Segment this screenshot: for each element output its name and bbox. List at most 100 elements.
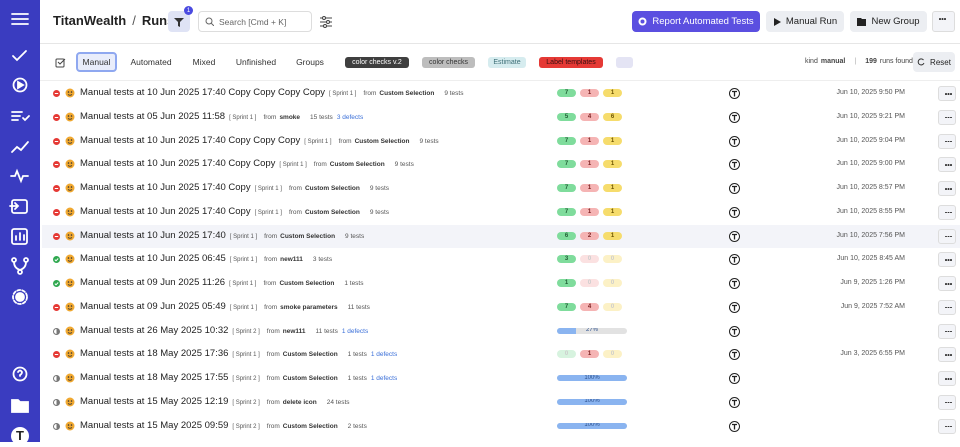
run-row[interactable]: Manual tests at 10 Jun 2025 17:40 Copy C… [42, 153, 960, 176]
run-row[interactable]: Manual tests at 10 Jun 2025 17:40 Copy C… [42, 82, 960, 105]
run-row[interactable]: Manual tests at 10 Jun 2025 06:45 [ Spri… [42, 248, 960, 271]
tab[interactable]: Groups [296, 57, 324, 67]
type-icon [65, 373, 75, 383]
run-title[interactable]: Manual tests at 10 Jun 2025 17:40 Copy C… [80, 134, 301, 146]
row-menu[interactable] [938, 157, 956, 173]
row-menu[interactable] [938, 276, 956, 291]
row-menu[interactable] [938, 228, 956, 244]
run-title[interactable]: Manual tests at 10 Jun 2025 06:45 [80, 253, 226, 265]
run-title[interactable]: Manual tests at 15 May 2025 12:19 [80, 395, 229, 407]
tag[interactable]: color checks [422, 57, 475, 68]
row-menu[interactable] [938, 299, 956, 315]
defects[interactable]: 1 defects [370, 351, 398, 359]
count-pill: 0 [603, 255, 622, 264]
row-menu[interactable] [938, 347, 956, 363]
run-title[interactable]: Manual tests at 15 May 2025 09:59 [80, 419, 229, 431]
page-title: Runs [141, 13, 175, 28]
manual-run-button[interactable]: Manual Run [766, 11, 844, 32]
run-title[interactable]: Manual tests at 10 Jun 2025 17:40 Copy C… [80, 158, 276, 170]
row-menu[interactable] [938, 394, 956, 410]
label: Report Automated Tests [652, 16, 754, 27]
row-menu[interactable] [938, 418, 956, 434]
row-menu[interactable] [938, 109, 956, 125]
run-row[interactable]: Manual tests at 10 Jun 2025 17:40 Copy C… [42, 130, 960, 153]
select-icon[interactable] [55, 57, 66, 68]
count-pill: 1 [603, 89, 622, 97]
more-tags[interactable] [616, 57, 633, 68]
tab[interactable]: Mixed [192, 57, 216, 67]
run-title[interactable]: Manual tests at 09 Jun 2025 11:26 [80, 277, 226, 288]
run-row[interactable]: Manual tests at 09 Jun 2025 11:26 [ Spri… [42, 272, 960, 295]
filter-button[interactable]: 1 [168, 6, 193, 32]
count-pill: 1 [580, 184, 599, 192]
tag[interactable]: color checks v.2 [345, 57, 409, 68]
run-row[interactable]: Manual tests at 10 Jun 2025 17:40 Copy [… [42, 177, 960, 200]
status-icon [53, 280, 60, 287]
run-row[interactable]: Manual tests at 15 May 2025 12:19 [ Spri… [42, 391, 960, 414]
defects[interactable]: 3 defects [336, 113, 364, 121]
new-group-button[interactable]: New Group [850, 11, 927, 32]
tab[interactable]: Manual [76, 52, 117, 72]
run-row[interactable]: Manual tests at 10 Jun 2025 17:40 Copy [… [42, 201, 960, 224]
sprint: [ Sprint 2 ] [232, 423, 260, 430]
row-menu[interactable] [938, 323, 956, 339]
defects[interactable]: 1 defects [370, 375, 398, 382]
tab[interactable]: Automated [130, 57, 172, 67]
tag[interactable]: Estimate [488, 57, 526, 68]
progress-fill [557, 375, 627, 381]
author-avatar [729, 111, 740, 123]
status-icon [53, 375, 60, 382]
defects[interactable]: 1 defects [341, 327, 369, 335]
row-menu[interactable] [938, 133, 956, 149]
row-menu[interactable] [938, 86, 956, 101]
run-row[interactable]: Manual tests at 05 Jun 2025 11:58 [ Spri… [42, 106, 960, 129]
run-title[interactable]: Manual tests at 10 Jun 2025 17:40 [80, 229, 226, 241]
from-label: from [263, 113, 277, 121]
author-avatar [729, 183, 740, 194]
search-icon [205, 17, 214, 26]
run-title[interactable]: Manual tests at 05 Jun 2025 11:58 [80, 110, 226, 122]
search-box[interactable]: Search [Cmd + K] [198, 11, 312, 32]
divider [40, 80, 960, 81]
tag[interactable]: Label templates [539, 57, 603, 68]
row-menu[interactable] [938, 204, 956, 220]
run-title[interactable]: Manual tests at 26 May 2025 10:32 [80, 324, 229, 336]
run-row[interactable]: Manual tests at 09 Jun 2025 05:49 [ Spri… [42, 296, 960, 319]
run-title[interactable]: Manual tests at 18 May 2025 17:55 [80, 372, 229, 383]
sprint: [ Sprint 1 ] [229, 114, 257, 121]
tests: 3 tests [312, 256, 333, 264]
run-row[interactable]: Manual tests at 15 May 2025 09:59 [ Spri… [42, 415, 960, 438]
breadcrumb: TitanWealth / Runs [53, 13, 174, 28]
search-placeholder: Search [Cmd + K] [219, 16, 287, 27]
row-menu[interactable] [938, 371, 956, 386]
settings-icon[interactable] [320, 16, 332, 28]
count-pill: 0 [603, 302, 622, 311]
run-row[interactable]: Manual tests at 18 May 2025 17:36 [ Spri… [42, 343, 960, 366]
from-label: from [266, 422, 280, 430]
brand[interactable]: TitanWealth [53, 13, 127, 28]
count-pill: 7 [557, 136, 576, 145]
row-menu[interactable] [938, 252, 956, 268]
run-title[interactable]: Manual tests at 18 May 2025 17:36 [80, 348, 229, 360]
from-label: from [266, 351, 280, 359]
date: Jun 10, 2025 8:55 PM [836, 207, 906, 215]
run-title[interactable]: Manual tests at 10 Jun 2025 17:40 Copy C… [80, 87, 326, 98]
run-row[interactable]: Manual tests at 10 Jun 2025 17:40 [ Spri… [42, 224, 960, 248]
source: Custom Selection [282, 351, 338, 359]
count-pill: 7 [557, 89, 576, 97]
run-title[interactable]: Manual tests at 10 Jun 2025 17:40 Copy [80, 205, 251, 217]
count-pill: 1 [603, 160, 622, 169]
run-title[interactable]: Manual tests at 10 Jun 2025 17:40 Copy [80, 182, 251, 193]
run-row[interactable]: Manual tests at 18 May 2025 17:55 [ Spri… [42, 367, 960, 390]
reset-button[interactable]: Reset [913, 52, 955, 72]
report-button[interactable]: Report Automated Tests [632, 11, 760, 32]
status-icon [53, 161, 60, 169]
row-menu[interactable] [938, 181, 956, 196]
run-title[interactable]: Manual tests at 09 Jun 2025 05:49 [80, 300, 226, 312]
tab[interactable]: Unfinished [235, 57, 277, 67]
status-icon [53, 351, 60, 359]
status-icon [53, 113, 60, 121]
user-avatar[interactable]: T [16, 428, 24, 443]
more-button[interactable] [932, 11, 955, 32]
run-row[interactable]: Manual tests at 26 May 2025 10:32 [ Spri… [42, 320, 960, 343]
